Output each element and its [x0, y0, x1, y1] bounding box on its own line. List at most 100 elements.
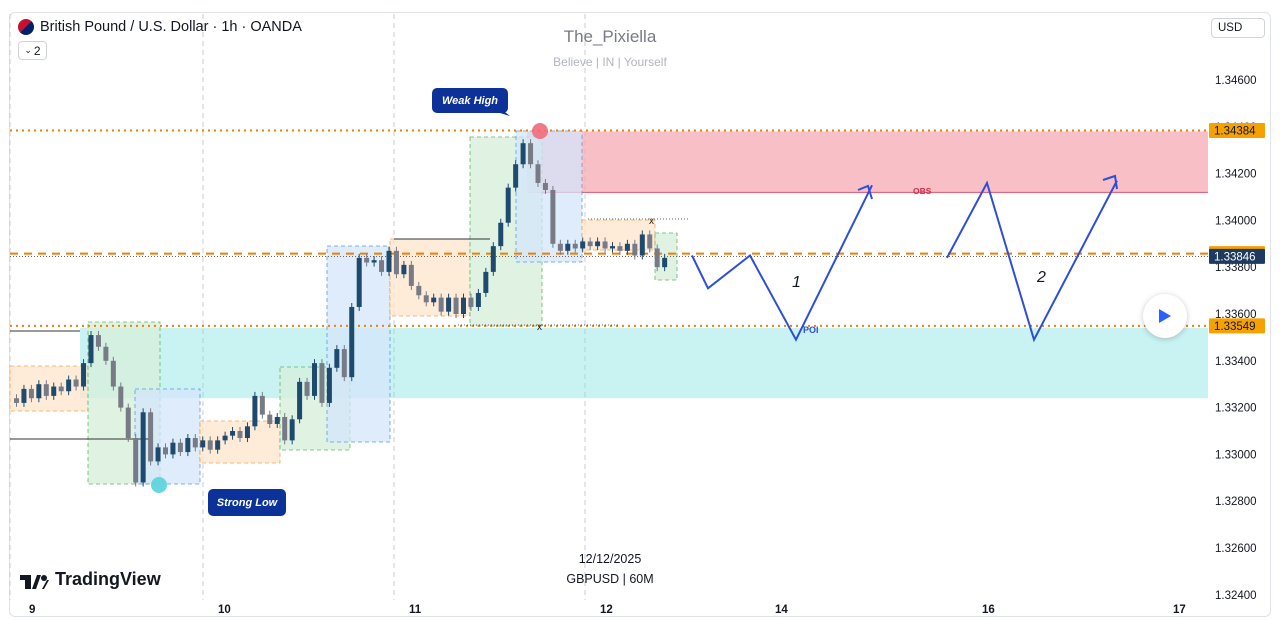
candle — [28, 388, 34, 399]
candle — [244, 426, 250, 439]
x-axis-tick-label: 10 — [218, 604, 231, 616]
currency-button[interactable]: USD — [1211, 18, 1265, 38]
y-axis-tick-label: 1.32600 — [1215, 543, 1257, 555]
candle — [542, 182, 548, 190]
candle — [475, 292, 481, 307]
candle — [177, 442, 183, 453]
candle — [200, 440, 206, 448]
structure-box — [134, 388, 201, 485]
strong-low-text: Strong Low — [216, 496, 278, 509]
structure-box — [9, 365, 89, 412]
chevron-down-icon: ⌄ — [24, 45, 32, 55]
candle — [393, 250, 399, 275]
candle — [58, 386, 64, 392]
weak-high-marker — [532, 123, 548, 139]
candle — [662, 257, 668, 268]
weak-high-label: Weak High — [432, 88, 508, 113]
candle — [639, 234, 645, 256]
candle — [259, 395, 265, 415]
candle — [401, 264, 407, 275]
candle — [386, 250, 392, 272]
candle — [461, 297, 466, 314]
path-label-1: 1 — [792, 274, 801, 291]
candle — [371, 260, 377, 263]
candle — [289, 419, 295, 441]
candle — [215, 440, 221, 450]
candle — [140, 412, 146, 483]
y-axis-tick-label: 1.33000 — [1215, 449, 1257, 461]
price-badge-label: 1.33549 — [1214, 321, 1256, 333]
candle — [483, 271, 489, 293]
candle — [438, 297, 444, 312]
author-name: The_Pixiella — [563, 27, 657, 46]
candle — [185, 438, 191, 453]
candle — [595, 241, 601, 247]
candle — [103, 346, 109, 361]
candle — [192, 438, 198, 448]
chart-pair: GBPUSD | 60M — [566, 572, 654, 586]
candle — [81, 363, 87, 387]
candle — [341, 349, 347, 378]
candle — [535, 164, 541, 183]
candle — [453, 297, 459, 314]
sweep-x-mark: x — [537, 322, 542, 333]
path-label-2: 2 — [1036, 269, 1046, 286]
poi-label: POI — [803, 325, 819, 335]
price-badge-label: 1.34384 — [1214, 126, 1256, 138]
candle — [431, 297, 437, 303]
y-axis-tick-label: 1.34000 — [1215, 215, 1257, 227]
tradingview-mark-icon — [20, 573, 49, 589]
candle — [207, 440, 213, 450]
candle — [43, 384, 49, 396]
candle — [66, 379, 72, 392]
candle — [572, 243, 578, 249]
candle — [21, 388, 27, 403]
weak-high-text: Weak High — [441, 94, 499, 107]
projection-path-1 — [691, 184, 873, 342]
candle — [148, 412, 154, 462]
candle — [632, 243, 638, 256]
y-axis-tick-label: 1.32800 — [1215, 496, 1257, 508]
projection-arrowhead-2 — [1102, 174, 1118, 190]
candle — [624, 243, 630, 251]
candle — [163, 447, 168, 455]
candle — [654, 248, 660, 268]
candle — [557, 243, 563, 251]
candle — [513, 164, 519, 188]
chart-header: British Pound / U.S. Dollar · 1h · OANDA — [18, 19, 302, 35]
strong-low-label: Strong Low — [208, 489, 286, 516]
candle — [267, 414, 273, 424]
supply-zone — [527, 131, 1208, 193]
author-tagline: Believe | IN | Yourself — [553, 55, 667, 69]
x-axis-tick-label: 14 — [775, 604, 788, 616]
candle — [610, 246, 615, 249]
candle — [587, 241, 593, 247]
x-axis-tick-label: 16 — [982, 604, 995, 616]
candle — [379, 260, 385, 272]
candle — [334, 349, 340, 368]
candle — [580, 241, 586, 249]
projection-arrowhead-1 — [857, 184, 873, 200]
candle — [490, 246, 496, 272]
candle — [356, 257, 362, 307]
play-icon — [1159, 309, 1171, 323]
candle — [617, 246, 623, 251]
candle — [520, 143, 526, 165]
candle — [125, 407, 131, 439]
chart-date-note: 12/12/2025 GBPUSD | 60M — [560, 549, 660, 589]
candle — [364, 257, 370, 263]
candle — [282, 416, 288, 441]
x-axis-tick-label: 11 — [409, 604, 422, 616]
play-button[interactable] — [1143, 294, 1187, 338]
candle — [36, 384, 42, 399]
candle — [133, 438, 139, 483]
y-axis-tick-label: 1.33200 — [1215, 403, 1257, 415]
candle — [446, 297, 452, 312]
candle — [349, 306, 355, 378]
price-badge — [1209, 318, 1265, 334]
tradingview-logo[interactable]: TradingView — [20, 569, 161, 590]
candle — [170, 442, 176, 455]
tradingview-brand: TradingView — [55, 569, 161, 589]
indicators-toggle-button[interactable]: ⌄ 2 — [18, 41, 47, 60]
